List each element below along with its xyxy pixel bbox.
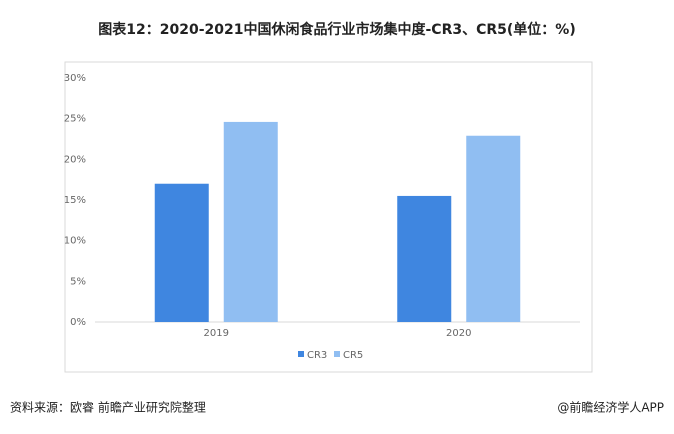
y-tick-label: 5% (70, 276, 86, 287)
x-tick-label: 2020 (446, 328, 471, 339)
source: 资料来源：欧睿 前瞻产业研究院整理 (10, 400, 206, 415)
legend-swatch (334, 351, 340, 357)
bar (397, 195, 452, 322)
x-tick-label: 2019 (204, 328, 229, 339)
chart-title: 图表12：2020-2021中国休闲食品行业市场集中度-CR3、CR5(单位：%… (98, 21, 575, 38)
y-tick-label: 15% (64, 195, 86, 206)
legend-swatch (298, 351, 304, 357)
y-tick-label: 20% (64, 154, 86, 165)
bar (466, 135, 521, 322)
y-tick-label: 10% (64, 236, 86, 247)
legend-label: CR3 (307, 350, 327, 361)
bar (223, 121, 278, 322)
legend-label: CR5 (343, 350, 363, 361)
y-tick-label: 25% (64, 114, 86, 125)
bar (154, 183, 209, 322)
brand: @前瞻经济学人APP (557, 400, 664, 415)
y-tick-label: 30% (64, 73, 86, 84)
y-tick-label: 0% (70, 317, 86, 328)
chart-frame (64, 61, 593, 373)
